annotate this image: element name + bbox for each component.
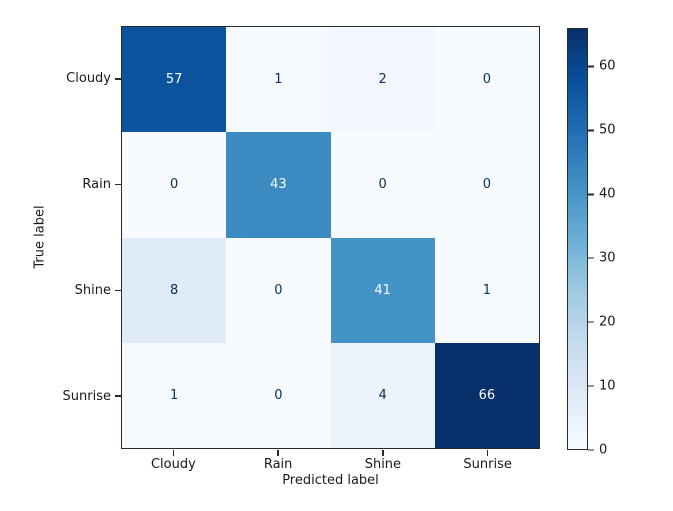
heatmap-cell: 0 [122,132,227,238]
x-tick-label: Cloudy [150,457,196,472]
heatmap-cell: 0 [434,27,539,133]
colorbar-tick-label: 10 [599,378,616,394]
colorbar-tick-mark [588,65,594,68]
x-tick: Sunrise [435,450,540,474]
colorbar-tick: 10 [588,380,616,393]
heatmap-cell: 8 [122,237,227,343]
colorbar-tick-mark [588,257,594,259]
x-axis-label: Predicted label [282,473,379,488]
x-tick-label: Sunrise [463,457,512,472]
x-tick-mark [486,450,489,456]
y-tick: Sunrise [0,343,121,449]
y-tick: Cloudy [0,26,121,132]
y-tick: Rain [0,132,121,238]
x-tick-label: Shine [364,457,402,472]
colorbar-tick-label: 60 [599,58,616,74]
y-tick-label: Rain [82,177,111,193]
x-tick-label: Rain [263,457,293,472]
heatmap-cell: 0 [330,132,435,238]
heatmap-cell: 1 [226,27,331,133]
heatmap-cell: 1 [122,342,227,448]
x-tick: Rain [226,450,331,474]
y-tick-mark [115,78,121,80]
x-tick: Cloudy [121,450,226,474]
heatmap-cell: 1 [434,237,539,343]
heatmap-cell: 43 [226,132,331,238]
y-tick: Shine [0,238,121,344]
colorbar-tick: 20 [588,316,616,329]
y-tick-label: Sunrise [62,388,111,404]
y-tick-mark [115,183,121,186]
heatmap-grid: 57 1 2 0 0 43 0 0 8 0 41 1 1 0 4 66 [122,27,539,448]
y-tick-labels: Cloudy Rain Shine Sunrise [0,26,121,449]
heatmap-cell: 4 [330,342,435,448]
heatmap-cell: 0 [226,237,331,343]
colorbar-tick-mark [588,193,594,195]
colorbar-tick-label: 40 [599,186,616,202]
colorbar-tick-mark [588,321,594,323]
y-tick-mark [115,289,121,292]
colorbar-gradient [567,28,588,450]
colorbar-tick-mark [588,129,594,132]
colorbar-tick-mark [588,385,594,387]
colorbar-tick-label: 20 [599,314,616,330]
heatmap-cell: 57 [122,27,227,133]
colorbar-tick: 30 [588,252,616,265]
colorbar-tick-label: 50 [599,122,616,138]
heatmap-axes: 57 1 2 0 0 43 0 0 8 0 41 1 1 0 4 66 [121,26,540,449]
colorbar-tick-mark [588,449,594,451]
heatmap-cell: 0 [434,132,539,238]
x-tick-mark [172,450,175,456]
heatmap-cell: 0 [226,342,331,448]
y-tick-mark [115,395,121,397]
x-tick-mark [277,450,279,456]
colorbar-tick: 60 [588,60,616,73]
heatmap-cell: 2 [330,27,435,133]
colorbar-tick: 0 [588,444,607,457]
colorbar-tick: 40 [588,188,616,201]
heatmap-cell: 66 [434,342,539,448]
heatmap-cell: 41 [330,237,435,343]
x-tick: Shine [331,450,436,474]
colorbar-tick-label: 30 [599,250,616,266]
colorbar-ticks: 0 10 20 30 40 50 60 [588,28,658,457]
colorbar-tick-label: 0 [599,442,608,458]
x-tick-labels: Cloudy Rain Shine Sunrise [121,450,540,474]
y-tick-label: Cloudy [66,71,111,87]
y-tick-label: Shine [74,282,111,298]
colorbar-tick: 50 [588,124,616,137]
x-tick-mark [382,450,384,456]
